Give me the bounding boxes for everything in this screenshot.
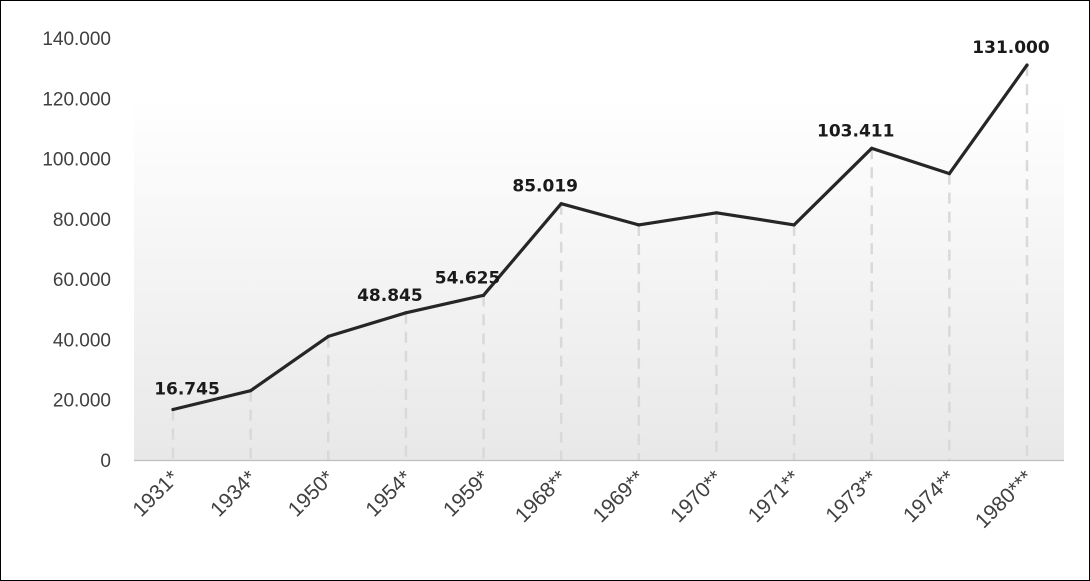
y-tick-label: 20.000 bbox=[53, 391, 111, 412]
y-tick-label: 40.000 bbox=[53, 330, 111, 351]
data-point bbox=[714, 211, 719, 215]
y-tick-label: 60.000 bbox=[53, 270, 111, 291]
y-tick-label: 120.000 bbox=[42, 89, 111, 110]
y-tick-label: 100.000 bbox=[42, 150, 111, 171]
data-point bbox=[171, 407, 175, 412]
data-point bbox=[481, 293, 486, 297]
x-tick-label: 1950* bbox=[284, 466, 339, 521]
data-label: 131.000 bbox=[972, 38, 1050, 58]
data-point bbox=[947, 172, 951, 176]
data-label: 16.745 bbox=[154, 380, 220, 400]
data-label: 48.845 bbox=[357, 286, 423, 306]
y-tick-label: 0 bbox=[100, 451, 111, 472]
y-tick-label: 80.000 bbox=[53, 210, 111, 231]
x-tick-label: 1959* bbox=[439, 466, 494, 521]
x-tick-label: 1980*** bbox=[971, 466, 1038, 533]
x-tick-label: 1968** bbox=[511, 466, 572, 527]
data-label: 103.411 bbox=[817, 121, 894, 141]
data-point bbox=[870, 146, 874, 150]
data-label: 54.625 bbox=[435, 268, 501, 288]
data-label: 85.019 bbox=[512, 177, 578, 197]
series-line bbox=[171, 63, 1029, 412]
data-point bbox=[326, 334, 330, 339]
x-tick-label: 1970** bbox=[666, 466, 727, 527]
data-point bbox=[559, 202, 563, 206]
plot-area-background bbox=[134, 96, 1064, 460]
x-tick-label: 1934* bbox=[206, 466, 261, 521]
data-point bbox=[249, 389, 253, 393]
data-point bbox=[404, 311, 408, 315]
x-tick-label: 1971** bbox=[744, 466, 805, 527]
y-tick-label: 140.000 bbox=[42, 29, 111, 50]
data-point bbox=[1025, 63, 1029, 67]
x-tick-label: 1973** bbox=[821, 466, 882, 527]
x-tick-label: 1931* bbox=[128, 466, 183, 521]
x-tick-label: 1969** bbox=[588, 466, 649, 527]
x-tick-label: 1974** bbox=[899, 466, 960, 527]
data-point bbox=[637, 223, 641, 227]
data-point bbox=[792, 223, 796, 227]
x-tick-label: 1954* bbox=[361, 466, 416, 521]
